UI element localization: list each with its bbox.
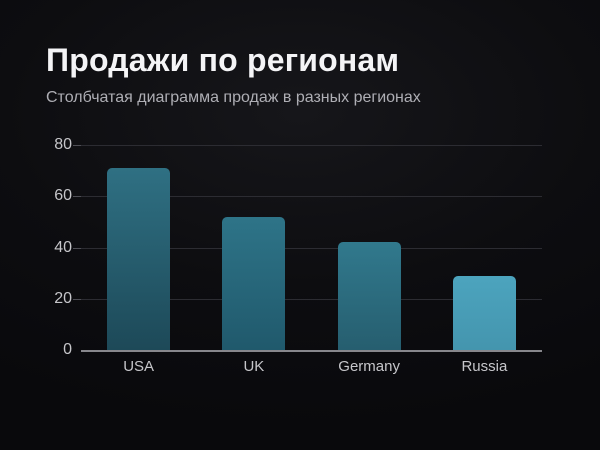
y-axis-label-60: 60 xyxy=(54,187,72,205)
bar-uk xyxy=(222,217,286,350)
y-axis-label-80: 80 xyxy=(54,136,72,153)
page-title: Продажи по регионам xyxy=(46,42,400,78)
gridline-40 xyxy=(81,247,542,249)
x-axis-label-russia: Russia xyxy=(461,358,508,375)
x-axis-label-germany: Germany xyxy=(338,358,400,375)
bar-germany xyxy=(337,242,401,350)
gridline-60 xyxy=(81,196,542,198)
y-axis-label-40: 40 xyxy=(54,238,72,256)
y-tick-80 xyxy=(73,145,81,146)
page-subtitle: Столбчатая диаграмма продаж в разных рег… xyxy=(46,89,421,106)
gridline-20 xyxy=(81,298,542,300)
x-axis: USA UK Germany Russia xyxy=(81,358,542,375)
y-axis-label-20: 20 xyxy=(54,289,72,307)
plot-area xyxy=(73,145,542,352)
bar-russia xyxy=(452,276,516,350)
bars-container xyxy=(81,145,542,350)
y-tick-60 xyxy=(73,196,81,198)
bar-usa xyxy=(107,168,171,350)
gridline-80 xyxy=(81,145,542,146)
y-axis-label-0: 0 xyxy=(63,341,72,358)
x-axis-label-usa: USA xyxy=(123,358,155,375)
x-axis-label-uk: UK xyxy=(243,358,265,375)
y-tick-40 xyxy=(73,247,81,249)
y-tick-20 xyxy=(73,298,81,300)
